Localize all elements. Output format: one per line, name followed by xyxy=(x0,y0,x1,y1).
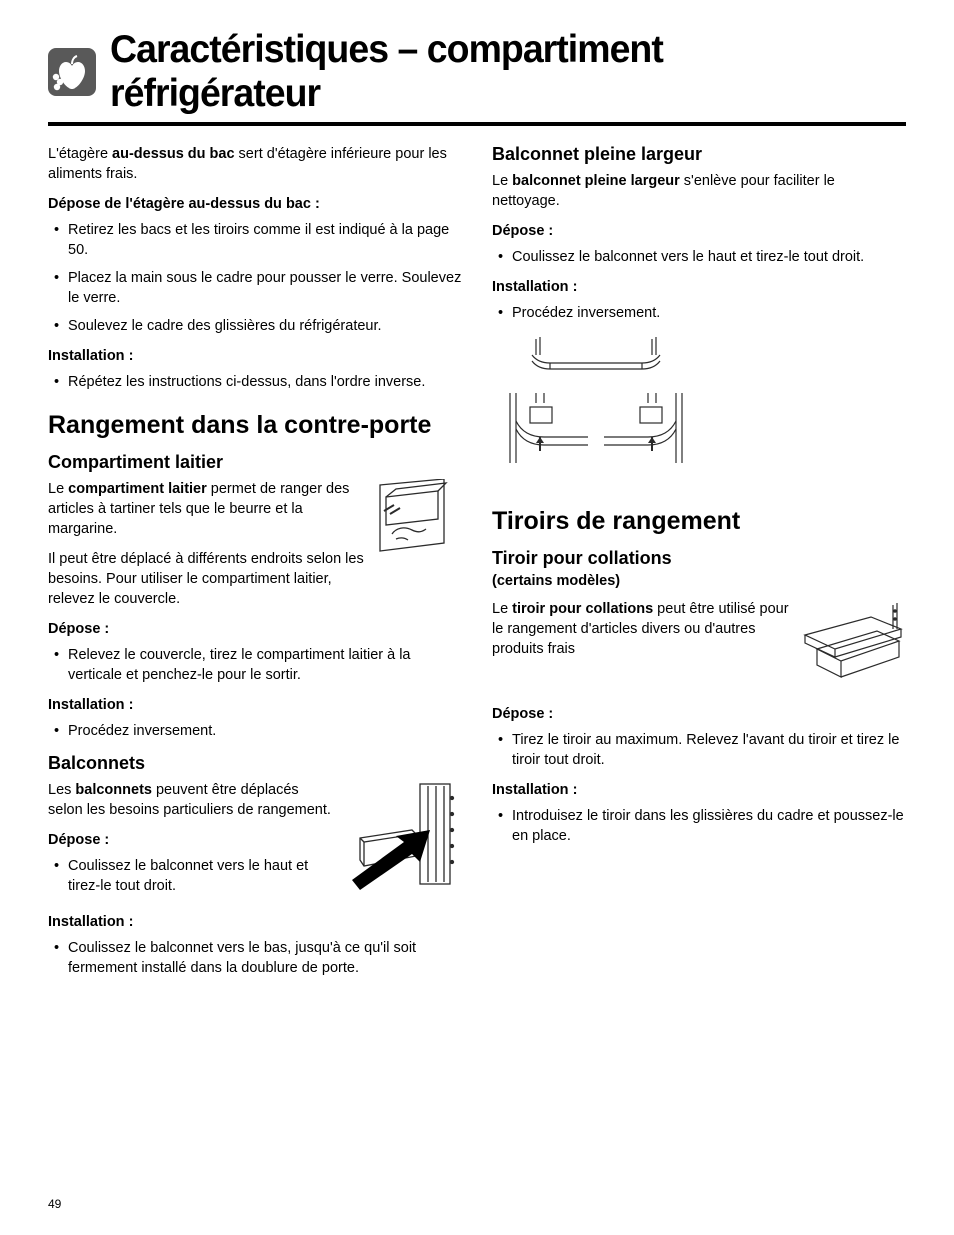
left-column: L'étagère au-dessus du bac sert d'étagèr… xyxy=(48,144,462,988)
text-bold: compartiment laitier xyxy=(68,481,207,497)
text-bold: balconnets xyxy=(75,782,152,798)
install-list: Répétez les instructions ci-dessus, dans… xyxy=(48,372,462,392)
text: Le xyxy=(48,481,68,497)
list-item: Introduisez le tiroir dans les glissière… xyxy=(492,806,906,846)
list-item: Tirez le tiroir au maximum. Relevez l'av… xyxy=(492,730,906,770)
list-item: Répétez les instructions ci-dessus, dans… xyxy=(48,372,462,392)
content-columns: L'étagère au-dessus du bac sert d'étagèr… xyxy=(48,144,906,988)
tiroirs-heading: Tiroirs de rangement xyxy=(492,508,906,536)
install-list: Coulissez le balconnet vers le bas, jusq… xyxy=(48,938,462,978)
depose-list: Coulissez le balconnet vers le haut et t… xyxy=(48,856,462,896)
text-bold: tiroir pour collations xyxy=(512,601,653,617)
depose-list: Coulissez le balconnet vers le haut et t… xyxy=(492,247,906,267)
text: Les xyxy=(48,782,75,798)
list-item: Coulissez le balconnet vers le bas, jusq… xyxy=(48,938,462,978)
intro-paragraph: L'étagère au-dessus du bac sert d'étagèr… xyxy=(48,144,462,184)
list-item: Coulissez le balconnet vers le haut et t… xyxy=(48,856,462,896)
rangement-heading: Rangement dans la contre-porte xyxy=(48,412,462,440)
laitier-heading: Compartiment laitier xyxy=(48,452,462,473)
text: L'étagère xyxy=(48,146,112,162)
list-item: Procédez inversement. xyxy=(492,303,906,323)
install-list: Procédez inversement. xyxy=(492,303,906,323)
balconnets-heading: Balconnets xyxy=(48,753,462,774)
title-rule xyxy=(48,122,906,126)
list-item: Coulissez le balconnet vers le haut et t… xyxy=(492,247,906,267)
snack-drawer-illustration xyxy=(801,599,906,694)
pleine-largeur-heading: Balconnet pleine largeur xyxy=(492,144,906,165)
page-number: 49 xyxy=(48,1197,61,1211)
depose-list: Retirez les bacs et les tiroirs comme il… xyxy=(48,220,462,336)
list-item: Soulevez le cadre des glissières du réfr… xyxy=(48,316,462,336)
depose-heading: Dépose : xyxy=(48,619,462,639)
install-heading: Installation : xyxy=(492,780,906,800)
collations-heading: Tiroir pour collations xyxy=(492,548,906,569)
install-heading: Installation : xyxy=(48,695,462,715)
install-heading: Installation : xyxy=(492,277,906,297)
page-header: Caractéristiques – compartiment réfrigér… xyxy=(48,28,906,116)
depose-heading: Dépose de l'étagère au-dessus du bac : xyxy=(48,194,462,214)
page-title: Caractéristiques – compartiment réfrigér… xyxy=(110,28,874,116)
apple-grapes-icon xyxy=(48,48,96,96)
text-bold: au-dessus du bac xyxy=(112,146,234,162)
full-width-shelf-illustration xyxy=(492,333,906,488)
dairy-compartment-illustration xyxy=(372,479,462,569)
text: Le xyxy=(492,601,512,617)
depose-list: Relevez le couvercle, tirez le compartim… xyxy=(48,645,462,685)
collations-subnote: (certains modèles) xyxy=(492,571,906,591)
pleine-largeur-paragraph: Le balconnet pleine largeur s'enlève pou… xyxy=(492,171,906,211)
text-bold: balconnet pleine largeur xyxy=(512,173,680,189)
depose-heading: Dépose : xyxy=(492,221,906,241)
install-list: Procédez inversement. xyxy=(48,721,462,741)
install-heading: Installation : xyxy=(48,912,462,932)
text: Le xyxy=(492,173,512,189)
depose-list: Tirez le tiroir au maximum. Relevez l'av… xyxy=(492,730,906,770)
list-item: Retirez les bacs et les tiroirs comme il… xyxy=(48,220,462,260)
list-item: Placez la main sous le cadre pour pousse… xyxy=(48,268,462,308)
depose-heading: Dépose : xyxy=(492,704,906,724)
list-item: Procédez inversement. xyxy=(48,721,462,741)
install-heading: Installation : xyxy=(48,346,462,366)
right-column: Balconnet pleine largeur Le balconnet pl… xyxy=(492,144,906,988)
list-item: Relevez le couvercle, tirez le compartim… xyxy=(48,645,462,685)
install-list: Introduisez le tiroir dans les glissière… xyxy=(492,806,906,846)
